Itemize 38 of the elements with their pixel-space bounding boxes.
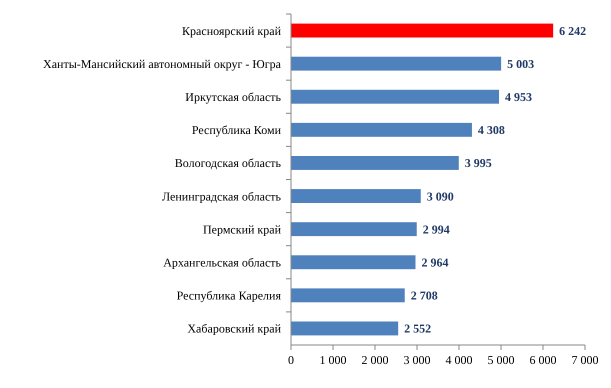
y-tick-label: Ханты-Мансийский автономный округ - Югра: [43, 56, 282, 71]
y-tick-label: Красноярский край: [182, 24, 282, 38]
data-label: 2 708: [410, 288, 438, 303]
y-tick-label: Пермский край: [203, 222, 282, 236]
bar: [291, 24, 554, 38]
bar: [291, 156, 459, 170]
data-label: 3 995: [464, 156, 492, 170]
bar: [291, 288, 405, 302]
y-tick-label: Вологодская область: [174, 156, 282, 170]
bar: [291, 122, 472, 137]
data-label: 5 003: [507, 56, 534, 71]
y-tick-label: Республика Карелия: [176, 288, 282, 303]
y-tick-label: Архангельская область: [163, 255, 282, 270]
bar: [291, 90, 500, 104]
bar: [291, 189, 421, 203]
data-label: 2 994: [422, 222, 450, 236]
data-label: 4 308: [478, 123, 505, 138]
data-label: 6 242: [559, 24, 586, 38]
x-tick-label: 3 000: [404, 353, 430, 367]
x-tick-label: 2 000: [362, 353, 388, 367]
data-label: 3 090: [426, 189, 454, 204]
y-tick-label: Ленинградская область: [162, 189, 282, 204]
x-tick-label: 4 000: [446, 353, 472, 367]
y-tick-label: Республика Коми: [192, 123, 282, 138]
bar: [291, 56, 502, 71]
bar: [291, 222, 417, 236]
data-label: 4 953: [505, 90, 532, 104]
x-tick-label: 6 000: [530, 353, 556, 367]
bar: [291, 255, 416, 270]
y-tick-label: Хабаровский край: [187, 322, 282, 336]
data-label: 2 964: [421, 255, 448, 270]
x-tick-label: 1 000: [320, 353, 346, 367]
x-tick-label: 7 000: [572, 353, 598, 367]
data-label: 2 552: [404, 322, 432, 336]
bar: [291, 322, 398, 336]
x-tick-label: 0: [288, 353, 294, 367]
y-tick-label: Иркутская область: [185, 90, 282, 104]
x-tick-label: 5 000: [488, 353, 514, 367]
